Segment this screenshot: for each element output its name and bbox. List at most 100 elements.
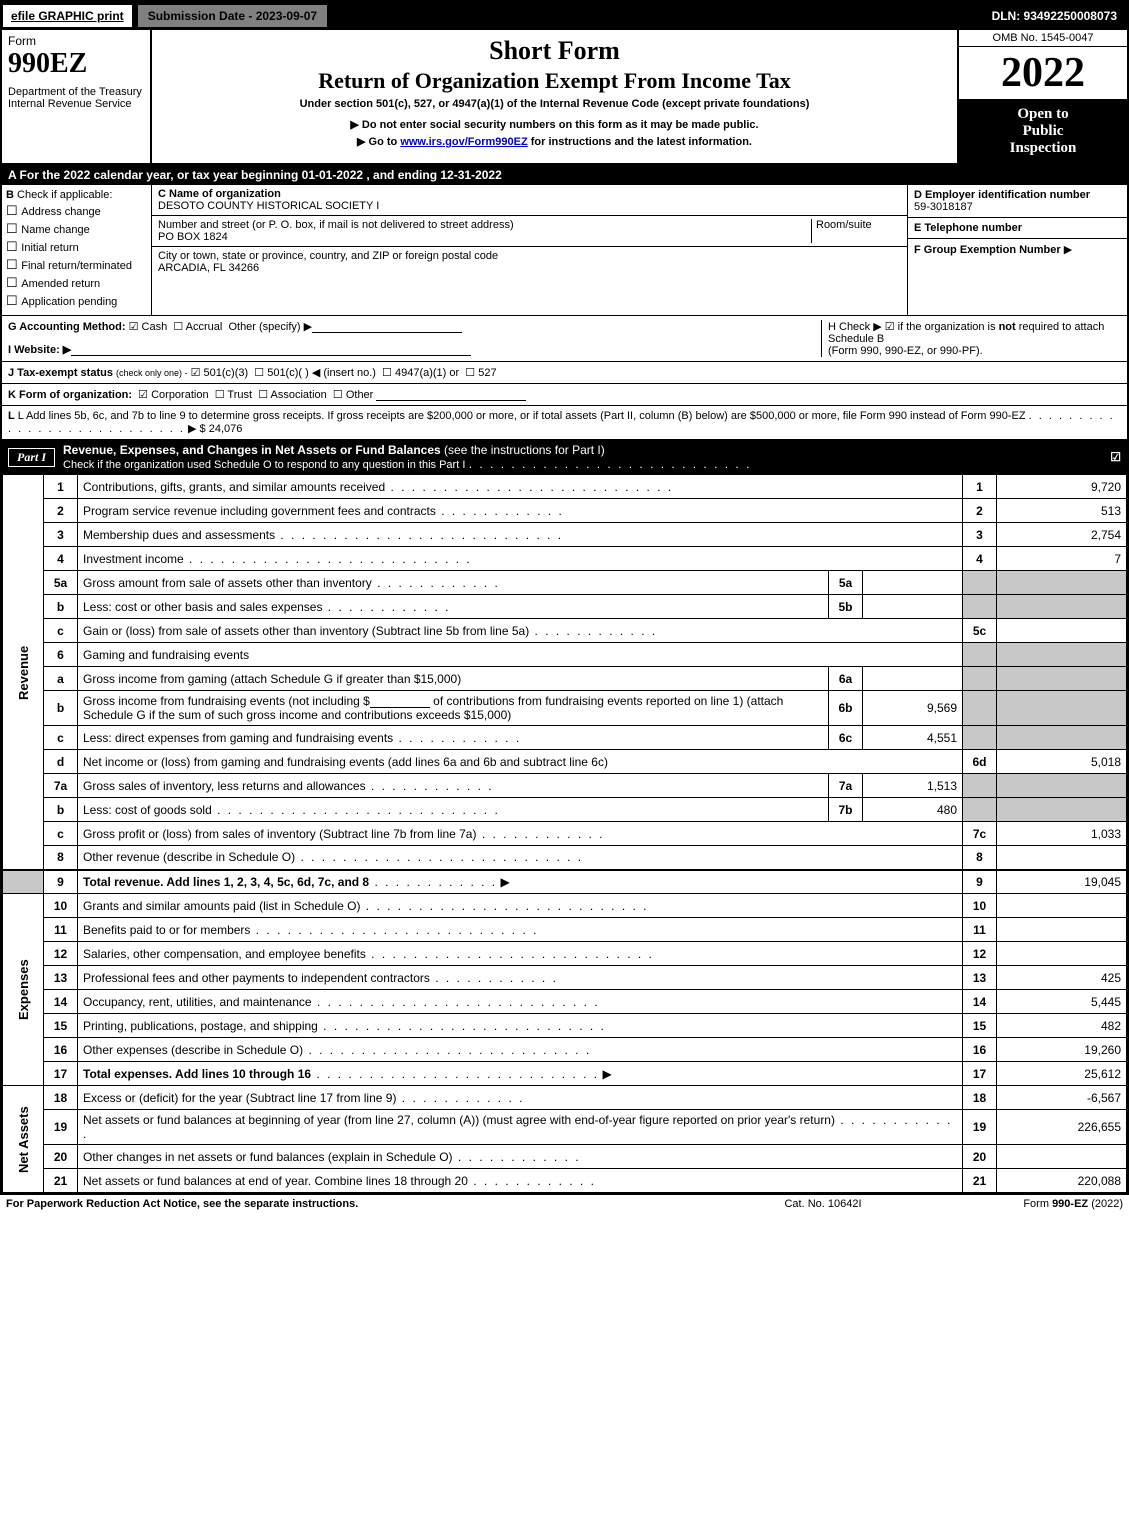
line-6: 6 Gaming and fundraising events (3, 643, 1127, 667)
l6d-rt: 6d (963, 750, 997, 774)
l6c-rt-grey (963, 726, 997, 750)
l6b-blank (370, 696, 430, 708)
l18-rt: 18 (963, 1086, 997, 1110)
row-gh: G Accounting Method: Cash Accrual Other … (2, 316, 1127, 362)
row-g: G Accounting Method: Cash Accrual Other … (8, 320, 821, 357)
l6-val-grey (997, 643, 1127, 667)
k-corporation[interactable]: Corporation (138, 389, 208, 401)
l7a-sub: 7a (829, 774, 863, 798)
g-cash-check[interactable]: Cash (129, 321, 168, 333)
check-final-return[interactable]: Final return/terminated (6, 257, 147, 273)
l11-no: 11 (44, 918, 78, 942)
j-501c3[interactable]: 501(c)(3) (191, 367, 249, 379)
dept-treasury: Department of the Treasury (8, 86, 144, 98)
l21-no: 21 (44, 1169, 78, 1193)
note-goto-pre: Go to (369, 136, 401, 148)
form-990ez-container: efile GRAPHIC print Submission Date - 20… (0, 0, 1129, 1195)
l6-rt-grey (963, 643, 997, 667)
l7b-rt-grey (963, 798, 997, 822)
h-not: not (999, 321, 1016, 333)
l12-val (997, 942, 1127, 966)
f-label: F Group Exemption Number (914, 244, 1061, 256)
line-21: 21 Net assets or fund balances at end of… (3, 1169, 1127, 1193)
l10-val (997, 894, 1127, 918)
l7b-val-grey (997, 798, 1127, 822)
l6b-val-grey (997, 691, 1127, 726)
efile-print-link[interactable]: efile GRAPHIC print (2, 4, 133, 28)
line-5a: 5a Gross amount from sale of assets othe… (3, 571, 1127, 595)
g-other-blank[interactable] (312, 321, 462, 333)
l6a-sub: 6a (829, 667, 863, 691)
l7c-val: 1,033 (997, 822, 1127, 846)
title-return: Return of Organization Exempt From Incom… (158, 68, 951, 94)
row-j: J Tax-exempt status (check only one) - 5… (2, 362, 1127, 384)
l5a-rt-grey (963, 571, 997, 595)
check-application-pending[interactable]: Application pending (6, 293, 147, 309)
subtitle: Under section 501(c), 527, or 4947(a)(1)… (158, 98, 951, 110)
j-label: J Tax-exempt status (8, 367, 113, 379)
l7b-subval: 480 (863, 798, 963, 822)
l3-no: 3 (44, 523, 78, 547)
check-name-change[interactable]: Name change (6, 221, 147, 237)
line-17: 17 Total expenses. Add lines 10 through … (3, 1062, 1127, 1086)
box-c-city: City or town, state or province, country… (152, 247, 907, 277)
l19-no: 19 (44, 1110, 78, 1145)
line-5b: b Less: cost or other basis and sales ex… (3, 595, 1127, 619)
check-address-change[interactable]: Address change (6, 203, 147, 219)
k-association[interactable]: Association (258, 389, 327, 401)
l15-no: 15 (44, 1014, 78, 1038)
irs-link[interactable]: www.irs.gov/Form990EZ (400, 136, 527, 148)
note-goto-post: for instructions and the latest informat… (528, 136, 752, 148)
line-13: 13 Professional fees and other payments … (3, 966, 1127, 990)
j-501c[interactable]: 501(c)( ) ◀ (insert no.) (254, 367, 376, 379)
l7a-subval: 1,513 (863, 774, 963, 798)
l12-rt: 12 (963, 942, 997, 966)
l-text: L Add lines 5b, 6c, and 7b to line 9 to … (18, 410, 1026, 422)
col-c-org-info: C Name of organization DESOTO COUNTY HIS… (152, 185, 907, 315)
l7c-no: c (44, 822, 78, 846)
box-c-street: Number and street (or P. O. box, if mail… (152, 216, 907, 247)
l15-desc: Printing, publications, postage, and shi… (83, 1019, 318, 1033)
line-15: 15 Printing, publications, postage, and … (3, 1014, 1127, 1038)
k-other[interactable]: Other (333, 389, 373, 401)
l14-no: 14 (44, 990, 78, 1014)
line-7c: c Gross profit or (loss) from sales of i… (3, 822, 1127, 846)
line-18: Net Assets 18 Excess or (deficit) for th… (3, 1086, 1127, 1110)
check-amended-return[interactable]: Amended return (6, 275, 147, 291)
city-value: ARCADIA, FL 34266 (158, 262, 259, 274)
line-5c: c Gain or (loss) from sale of assets oth… (3, 619, 1127, 643)
part1-schedule-o-check[interactable]: ☑ (1110, 450, 1121, 464)
line-6c: c Less: direct expenses from gaming and … (3, 726, 1127, 750)
j-527[interactable]: 527 (465, 367, 496, 379)
part1-title: Revenue, Expenses, and Changes in Net As… (63, 443, 441, 457)
l6b-desc1: Gross income from fundraising events (no… (83, 694, 370, 708)
l8-no: 8 (44, 846, 78, 870)
k-trust[interactable]: Trust (215, 389, 252, 401)
website-blank[interactable] (71, 344, 471, 356)
h-text1: H Check ▶ ☑ if the organization is (828, 321, 999, 333)
box-d-ein: D Employer identification number 59-3018… (908, 185, 1127, 218)
g-accrual-check[interactable]: Accrual (173, 321, 222, 333)
l1-no: 1 (44, 475, 78, 499)
l5c-val (997, 619, 1127, 643)
footer-formno: Form 990-EZ (2022) (923, 1198, 1123, 1210)
l11-rt: 11 (963, 918, 997, 942)
line-20: 20 Other changes in net assets or fund b… (3, 1145, 1127, 1169)
netassets-side-label: Net Assets (3, 1086, 44, 1193)
l6c-no: c (44, 726, 78, 750)
part1-table: Revenue 1 Contributions, gifts, grants, … (2, 474, 1127, 1193)
l10-desc: Grants and similar amounts paid (list in… (83, 899, 360, 913)
k-other-blank[interactable] (376, 389, 526, 401)
l6a-no: a (44, 667, 78, 691)
ein-value: 59-3018187 (914, 201, 973, 213)
l21-desc: Net assets or fund balances at end of ye… (83, 1174, 468, 1188)
section-bcdef: B Check if applicable: Address change Na… (2, 185, 1127, 316)
l5a-subval (863, 571, 963, 595)
l6a-val-grey (997, 667, 1127, 691)
check-initial-return[interactable]: Initial return (6, 239, 147, 255)
submission-date: Submission Date - 2023-09-07 (137, 4, 328, 28)
l2-no: 2 (44, 499, 78, 523)
l5b-rt-grey (963, 595, 997, 619)
j-4947[interactable]: 4947(a)(1) or (382, 367, 459, 379)
footer-right-pre: Form (1023, 1198, 1052, 1210)
